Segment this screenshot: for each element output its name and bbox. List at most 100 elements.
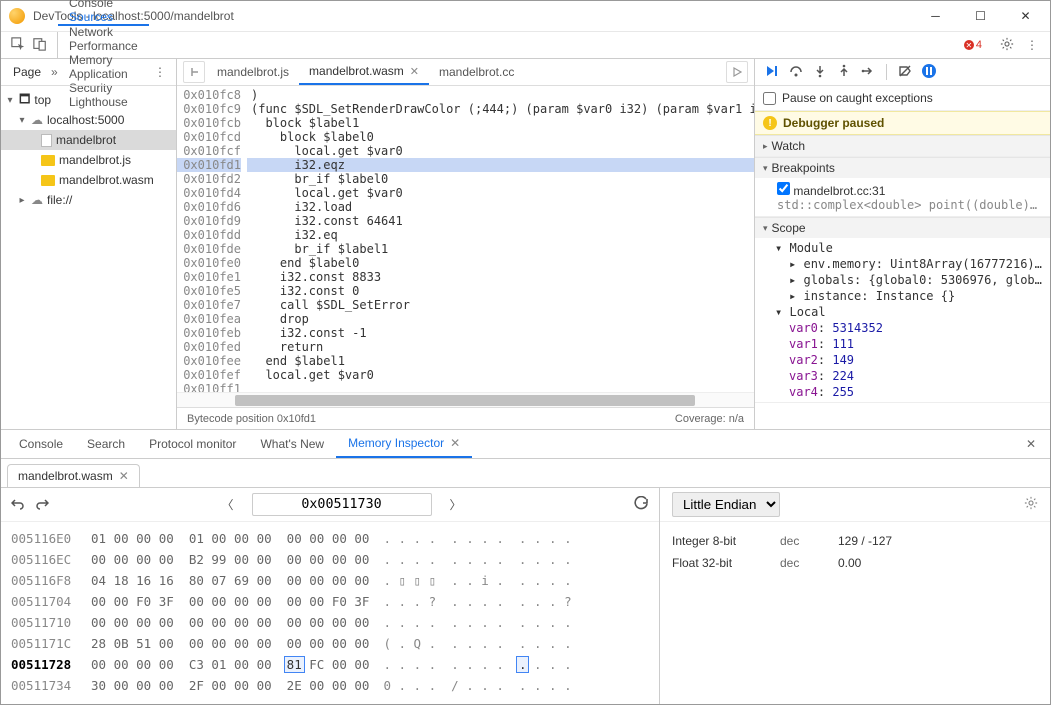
code-editor[interactable]: 0x010fc80x010fc90x010fcb0x010fcd0x010fcf…	[177, 86, 754, 392]
hex-row[interactable]: 005116E001 00 00 00 01 00 00 00 00 00 00…	[11, 528, 649, 549]
scope-var-var0[interactable]: var0: 5314352	[755, 320, 1050, 336]
value-interpretations: Integer 8-bitdec129 / -127Float 32-bitde…	[660, 522, 1050, 582]
scope-envmemory[interactable]: ▸ env.memory: Uint8Array(16777216) [101,…	[755, 256, 1050, 272]
breakpoint-checkbox[interactable]	[777, 182, 790, 195]
hex-row[interactable]: 005116F804 18 16 16 80 07 69 00 00 00 00…	[11, 570, 649, 591]
file-tab-mandelbrot-wasm[interactable]: mandelbrot.wasm✕	[299, 59, 429, 85]
more-menu-icon[interactable]: ⋮	[1020, 38, 1044, 52]
drawer-panel: ConsoleSearchProtocol monitorWhat's NewM…	[1, 429, 1050, 704]
addr-prev-button[interactable]: 〈	[217, 496, 237, 513]
value-row: Integer 8-bitdec129 / -127	[672, 530, 1038, 552]
pause-caught-label: Pause on caught exceptions	[782, 91, 933, 105]
scope-globals[interactable]: ▸ globals: {global0: 5306976, global1: 6…	[755, 272, 1050, 288]
drawer-close-button[interactable]: ✕	[1018, 437, 1044, 451]
window-close-button[interactable]: ✕	[1003, 2, 1048, 31]
value-settings-gear-icon[interactable]	[1024, 496, 1038, 513]
tree-top[interactable]: ▾🗖top	[1, 90, 176, 110]
file-tab-mandelbrot-js[interactable]: mandelbrot.js	[207, 59, 299, 85]
navigator-menu-icon[interactable]: ⋮	[150, 65, 170, 79]
window-minimize-button[interactable]: ─	[913, 2, 958, 31]
error-count-badge[interactable]: ✕ 4	[960, 39, 986, 51]
scope-instance[interactable]: ▸ instance: Instance {}	[755, 288, 1050, 304]
drawer-tab-protocol-monitor[interactable]: Protocol monitor	[137, 430, 248, 458]
error-count: 4	[976, 39, 982, 51]
address-input[interactable]	[252, 493, 432, 516]
scope-var-var2[interactable]: var2: 149	[755, 352, 1050, 368]
deactivate-breakpoints-button[interactable]	[896, 64, 914, 81]
scope-var-var3[interactable]: var3: 224	[755, 368, 1050, 384]
hex-row[interactable]: 0051173430 00 00 00 2F 00 00 00 2E 00 00…	[11, 675, 649, 696]
coverage-status: Coverage: n/a	[675, 413, 744, 425]
inspect-element-icon[interactable]	[11, 37, 25, 54]
scope-module[interactable]: ▾ Module	[755, 240, 1050, 256]
drawer-tab-console[interactable]: Console	[7, 430, 75, 458]
value-row: Float 32-bitdec0.00	[672, 552, 1038, 574]
memory-inspector-subtabs: mandelbrot.wasm ✕	[1, 459, 1050, 487]
debugger-toolbar	[755, 59, 1050, 86]
tree-file-mandelbrot-js[interactable]: mandelbrot.js	[1, 150, 176, 170]
scope-tree: ▾ Module ▸ env.memory: Uint8Array(167772…	[755, 238, 1050, 402]
hex-view[interactable]: 005116E001 00 00 00 01 00 00 00 00 00 00…	[1, 522, 659, 704]
file-icon	[41, 134, 52, 147]
source-statusbar: Bytecode position 0x10fd1 Coverage: n/a	[177, 407, 754, 429]
endianness-select[interactable]: Little Endian	[672, 492, 780, 517]
hex-row[interactable]: 0051171000 00 00 00 00 00 00 00 00 00 00…	[11, 612, 649, 633]
navigator-tab-page[interactable]: Page	[7, 65, 47, 79]
main-tab-console[interactable]: Console	[58, 0, 149, 10]
settings-gear-icon[interactable]	[994, 37, 1020, 54]
debugger-paused-text: Debugger paused	[783, 116, 884, 130]
main-tab-performance[interactable]: Performance	[58, 39, 149, 53]
device-toolbar-icon[interactable]	[33, 37, 47, 54]
step-into-button[interactable]	[811, 64, 829, 81]
drawer-tabbar: ConsoleSearchProtocol monitorWhat's NewM…	[1, 430, 1050, 459]
drawer-tab-what's-new[interactable]: What's New	[248, 430, 336, 458]
scope-section-header[interactable]: ▾Scope	[755, 217, 1050, 238]
main-tab-network[interactable]: Network	[58, 25, 149, 39]
titlebar: DevTools - localhost:5000/mandelbrot ─ ☐…	[1, 1, 1050, 32]
file-tab-mandelbrot-cc[interactable]: mandelbrot.cc	[429, 59, 524, 85]
tree-file-mandelbrot[interactable]: mandelbrot	[1, 130, 176, 150]
addr-next-button[interactable]: 〉	[446, 496, 466, 513]
close-icon[interactable]: ✕	[119, 469, 129, 483]
scope-var-var4[interactable]: var4: 255	[755, 384, 1050, 400]
drawer-tab-memory-inspector[interactable]: Memory Inspector✕	[336, 430, 472, 458]
navigator-panel: Page » ⋮ ▾🗖top ▾☁localhost:5000 mandelbr…	[1, 59, 177, 429]
step-button[interactable]	[859, 64, 877, 81]
tree-file-scheme[interactable]: ▸☁file://	[1, 190, 176, 210]
refresh-button[interactable]	[634, 496, 649, 514]
memory-subtab[interactable]: mandelbrot.wasm ✕	[7, 464, 140, 488]
window-maximize-button[interactable]: ☐	[958, 2, 1003, 31]
hex-row[interactable]: 005116EC00 00 00 00 B2 99 00 00 00 00 00…	[11, 549, 649, 570]
tree-host[interactable]: ▾☁localhost:5000	[1, 110, 176, 130]
pause-caught-row[interactable]: Pause on caught exceptions	[755, 86, 1050, 111]
folder-icon	[41, 155, 55, 166]
drawer-tab-search[interactable]: Search	[75, 430, 137, 458]
breakpoint-detail: std::complex<double> point((double)x …	[777, 198, 1042, 212]
source-panel: mandelbrot.jsmandelbrot.wasm✕mandelbrot.…	[177, 59, 755, 429]
horizontal-scrollbar[interactable]	[177, 392, 754, 407]
hex-row[interactable]: 0051172800 00 00 00 C3 01 00 00 81 FC 00…	[11, 654, 649, 675]
close-icon[interactable]: ✕	[450, 436, 460, 450]
close-icon[interactable]: ✕	[410, 65, 419, 78]
pause-caught-checkbox[interactable]	[763, 92, 776, 105]
resume-button[interactable]	[763, 64, 781, 81]
pause-on-exceptions-button[interactable]	[920, 64, 938, 81]
breakpoint-item[interactable]: mandelbrot.cc:31 std::complex<double> po…	[755, 178, 1050, 216]
step-out-button[interactable]	[835, 64, 853, 81]
run-snippet-button[interactable]	[726, 61, 748, 83]
redo-button[interactable]	[35, 496, 49, 513]
breakpoints-section-header[interactable]: ▾Breakpoints	[755, 157, 1050, 178]
main-tab-sources[interactable]: Sources	[58, 10, 149, 26]
nav-back-button[interactable]	[183, 61, 205, 83]
navigator-more-icon[interactable]: »	[47, 65, 62, 79]
scope-local[interactable]: ▾ Local	[755, 304, 1050, 320]
watch-section-header[interactable]: ▸Watch	[755, 135, 1050, 156]
step-over-button[interactable]	[787, 64, 805, 81]
hex-row[interactable]: 0051171C28 0B 51 00 00 00 00 00 00 00 00…	[11, 633, 649, 654]
breakpoint-label: mandelbrot.cc:31	[793, 184, 885, 198]
scope-var-var1[interactable]: var1: 111	[755, 336, 1050, 352]
hex-row[interactable]: 0051170400 00 F0 3F 00 00 00 00 00 00 F0…	[11, 591, 649, 612]
tree-file-mandelbrot-wasm[interactable]: mandelbrot.wasm	[1, 170, 176, 190]
undo-button[interactable]	[11, 496, 25, 513]
warning-icon: !	[763, 116, 777, 130]
